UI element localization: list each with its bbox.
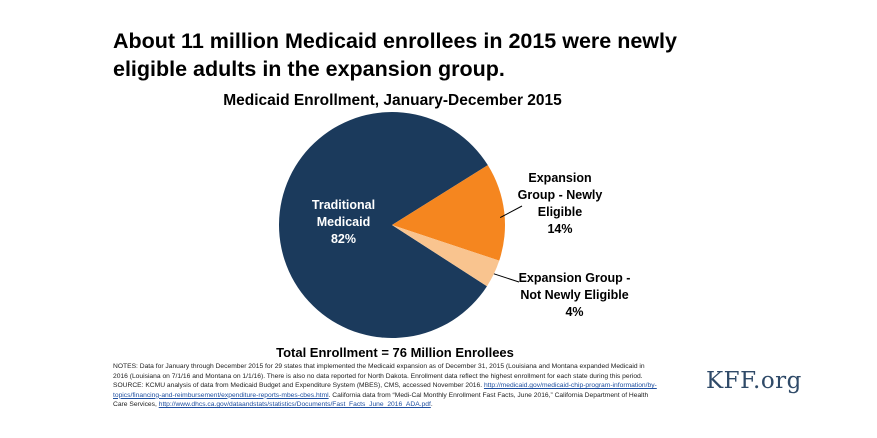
slice-name-line: Traditional (311, 198, 376, 212)
slice-name-line: Expansion (528, 171, 592, 185)
slice-name-line: Expansion Group - (518, 271, 631, 285)
pie-slice-expansion-not-newly (392, 225, 500, 287)
chart-title: Medicaid Enrollment, January-December 20… (223, 92, 562, 109)
source-link-dhcs[interactable]: http://www.dhcs.ca.gov/dataandstats/stat… (158, 401, 431, 409)
kff-logo: KFF.org (706, 368, 802, 394)
notes-text: NOTES: Data for January through December… (113, 363, 645, 380)
source-text: SOURCE: KCMU analysis of data from Medic… (113, 381, 658, 410)
leader-line-expansion-newly (499, 205, 523, 219)
headline: About 11 million Medicaid enrollees in 2… (113, 29, 677, 81)
slice-label-expansion-not-newly: Expansion Group - Not Newly Eligible 4% (507, 270, 642, 321)
slice-name-line: Group - Newly (517, 188, 603, 202)
pie-slice-expansion-newly (392, 165, 506, 261)
source-link-cms[interactable]: http://medicaid.gov/medicaid-chip-progra… (113, 382, 657, 399)
slice-value: 82% (330, 232, 357, 246)
leader-line-expansion-not-newly (493, 273, 520, 283)
slice-name-line: Eligible (537, 205, 583, 219)
slice-name-line: Medicaid (316, 215, 371, 229)
slice-value: 14% (547, 222, 573, 236)
source-prefix: SOURCE: KCMU analysis of data from Medic… (113, 382, 483, 390)
source-end: . (430, 401, 433, 409)
notes-block: NOTES: Data for January through December… (113, 362, 658, 410)
slice-label-traditional: Traditional Medicaid 82% (296, 197, 391, 248)
total-enrollment: Total Enrollment = 76 Million Enrollees (276, 345, 514, 360)
slice-label-expansion-newly: Expansion Group - Newly Eligible 14% (500, 170, 620, 238)
slice-value: 4% (565, 305, 584, 319)
slice-name-line: Not Newly Eligible (520, 288, 629, 302)
source-mid: . California data from “Medi-Cal Monthly… (113, 391, 649, 409)
pie-slice-traditional (279, 111, 488, 338)
